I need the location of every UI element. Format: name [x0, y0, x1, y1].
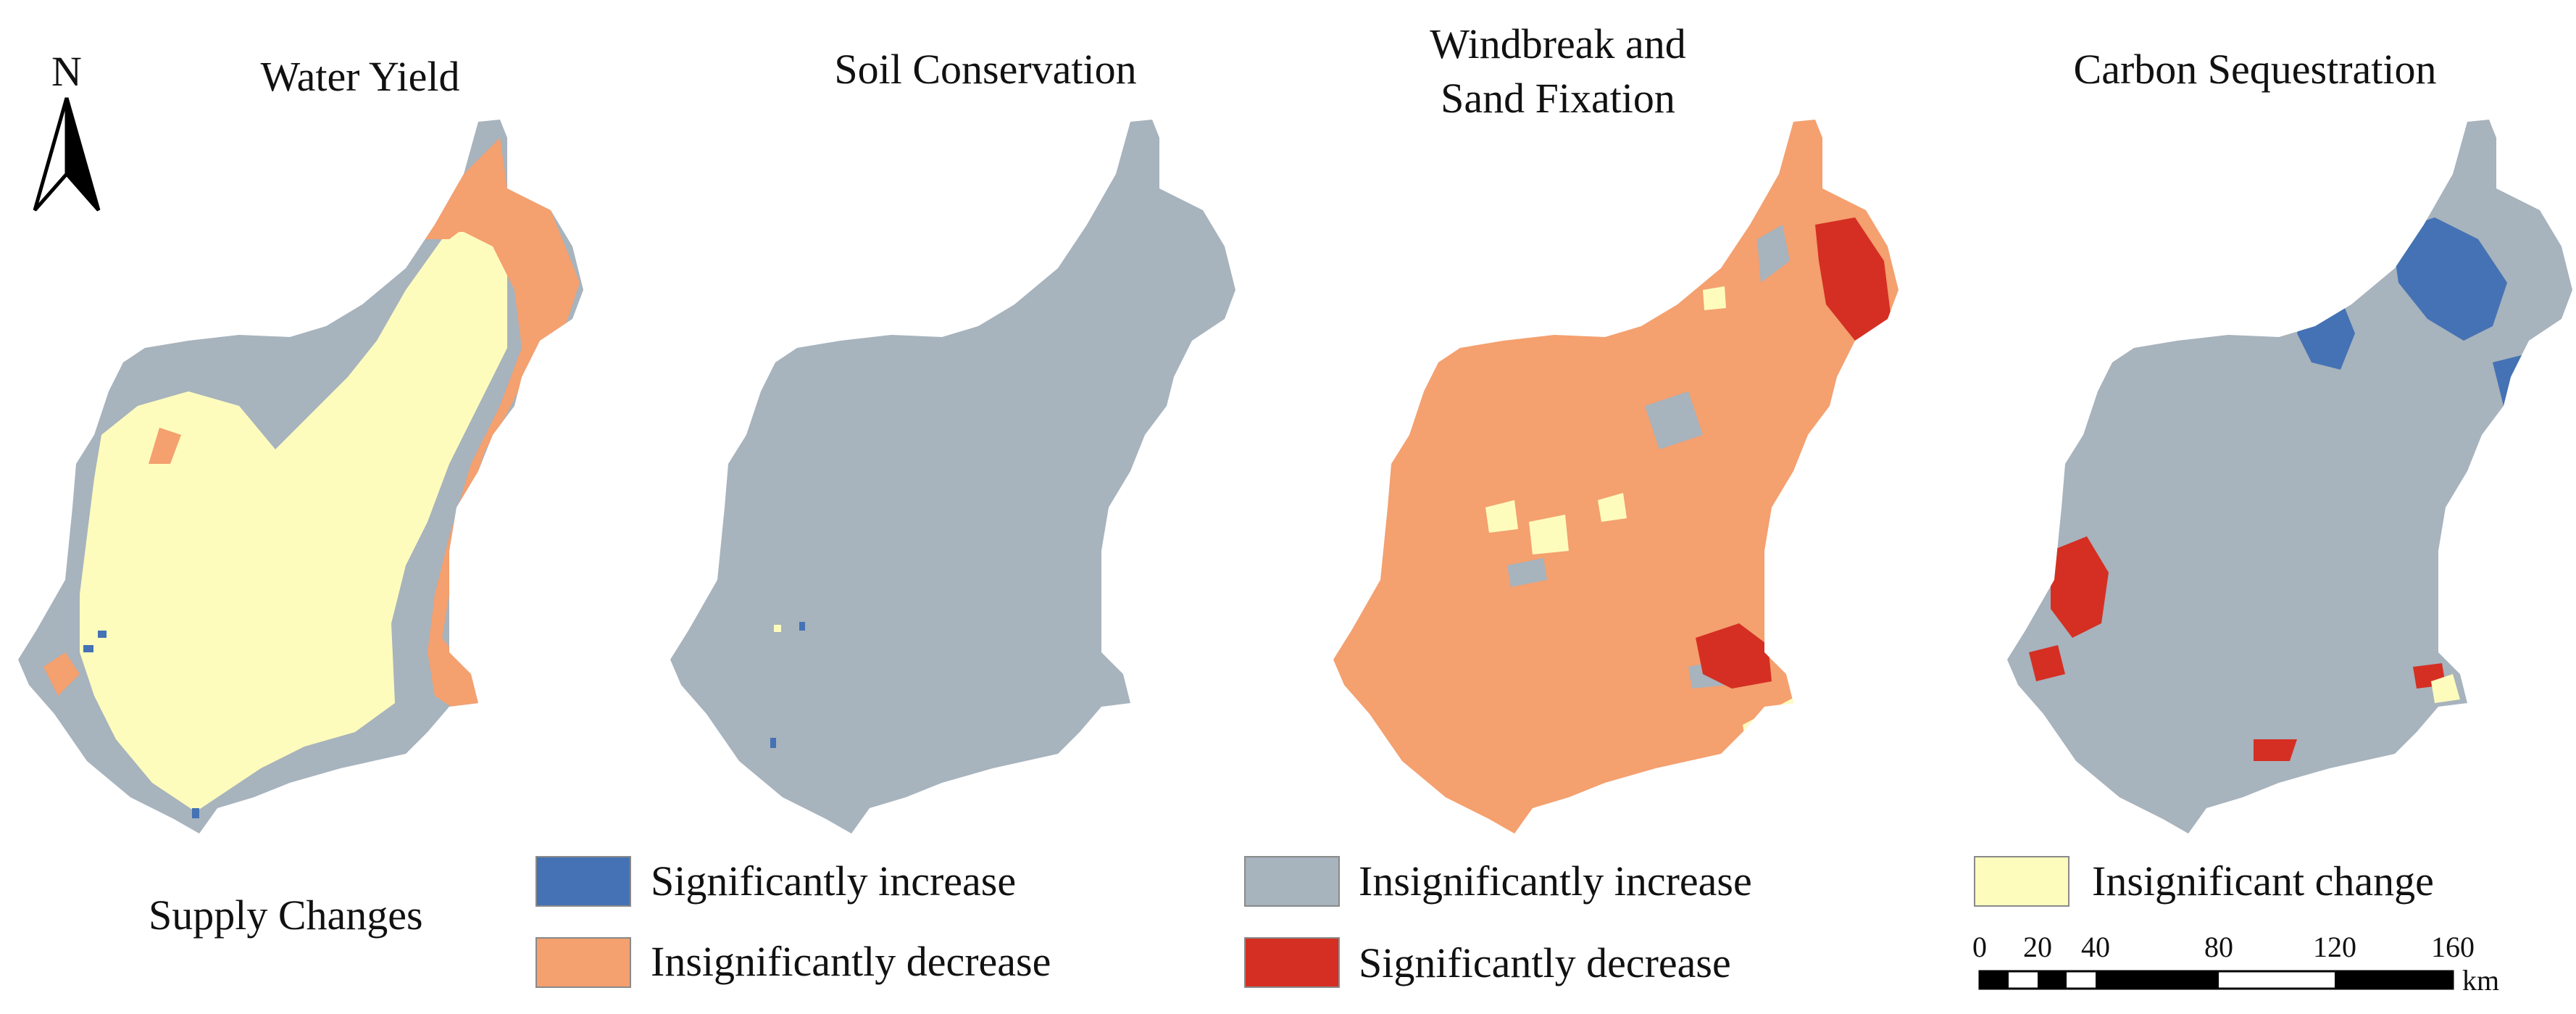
legend-label: Insignificant change — [2092, 857, 2434, 905]
panel-title-water-yield: Water Yield — [260, 53, 459, 100]
region-significantly-increase — [83, 645, 93, 652]
scale-bar-unit: km — [2462, 964, 2499, 997]
region-insignificantly-increase — [1507, 558, 1547, 587]
scale-tick-20: 20 — [2023, 931, 2052, 963]
panel-title-windbreak-line1: Windbreak and — [1430, 20, 1686, 67]
region-insignificantly-decrease — [43, 652, 80, 696]
scale-bar-segment — [2038, 971, 2067, 989]
scale-bar-segment — [2335, 971, 2453, 989]
north-arrow-left-icon — [33, 97, 69, 212]
region-significantly-increase — [192, 808, 199, 818]
region-insignificant-change — [774, 625, 781, 632]
scale-tick-120: 120 — [2313, 931, 2356, 963]
region-insignificant-change — [1485, 500, 1518, 533]
region-significantly-increase — [770, 738, 776, 748]
legend-swatch — [535, 937, 631, 988]
scale-bar-segment — [2096, 971, 2219, 989]
map-panel-windbreak-sand-fixation: Windbreak and Sand Fixation — [1333, 20, 1898, 834]
region-insignificantly-decrease — [149, 428, 181, 464]
legend-label: Insignificantly decrease — [651, 938, 1051, 985]
scale-tick-80: 80 — [2204, 931, 2233, 963]
region-significantly-decrease — [2051, 536, 2109, 638]
legend-label: Significantly decrease — [1359, 939, 1731, 986]
region-significantly-decrease — [2029, 645, 2065, 681]
region-insignificantly-decrease — [428, 138, 580, 710]
legend-swatch — [1974, 856, 2069, 907]
panel-title-soil-conservation: Soil Conservation — [834, 46, 1136, 93]
region-insignificant-change — [1529, 515, 1569, 554]
map-panel-carbon-sequestration: Carbon Sequestration — [2007, 46, 2572, 834]
legend-item-insignificantly-decrease: Insignificantly decrease — [535, 937, 1051, 988]
panel-title-windbreak-line2: Sand Fixation — [1441, 75, 1675, 122]
region-insignificantly-increase — [2007, 120, 2572, 834]
region-insignificant-change — [2431, 674, 2460, 703]
scale-bar-segment — [1980, 971, 2009, 989]
region-insignificantly-increase — [1645, 391, 1703, 449]
region-insignificant-change — [1598, 493, 1627, 522]
panel-title-carbon-sequestration: Carbon Sequestration — [2074, 46, 2437, 93]
legend-title: Supply Changes — [149, 892, 423, 939]
legend-label: Significantly increase — [651, 857, 1016, 905]
legend-label: Insignificantly increase — [1359, 857, 1752, 905]
region-significantly-decrease — [1815, 217, 1891, 341]
region-insignificant-change — [80, 217, 507, 812]
scale-tick-40: 40 — [2081, 931, 2110, 963]
region-significantly-increase — [2391, 217, 2507, 341]
north-arrow-label: N — [51, 48, 82, 95]
scale-tick-0: 0 — [1972, 931, 1987, 963]
region-insignificantly-decrease — [1333, 120, 1898, 834]
north-arrow-right-icon — [64, 97, 101, 212]
region-insignificant-change — [1703, 286, 1726, 310]
region-significantly-increase — [799, 622, 805, 631]
legend-swatch — [1244, 856, 1340, 907]
legend-item-significantly-increase: Significantly increase — [535, 856, 1016, 907]
legend-swatch — [535, 856, 631, 907]
legend-swatch — [1244, 937, 1340, 988]
north-arrow: N — [33, 48, 101, 212]
region-significantly-decrease — [1696, 623, 1772, 689]
scale-bar: 0 20 40 80 120 160 km — [1972, 931, 2499, 997]
region-insignificantly-increase — [670, 120, 1235, 834]
map-panel-soil-conservation: Soil Conservation — [670, 46, 1235, 834]
scale-tick-160: 160 — [2431, 931, 2475, 963]
legend-item-insignificant-change: Insignificant change — [1974, 856, 2434, 907]
region-insignificantly-increase — [1757, 225, 1790, 283]
region-significantly-increase — [98, 631, 107, 638]
legend-item-insignificantly-increase: Insignificantly increase — [1244, 856, 1752, 907]
legend: Supply Changes Significantly increase In… — [149, 856, 2434, 988]
region-significantly-decrease — [2254, 739, 2297, 761]
legend-item-significantly-decrease: Significantly decrease — [1244, 937, 1731, 988]
map-panel-water-yield: Water Yield — [18, 53, 583, 834]
